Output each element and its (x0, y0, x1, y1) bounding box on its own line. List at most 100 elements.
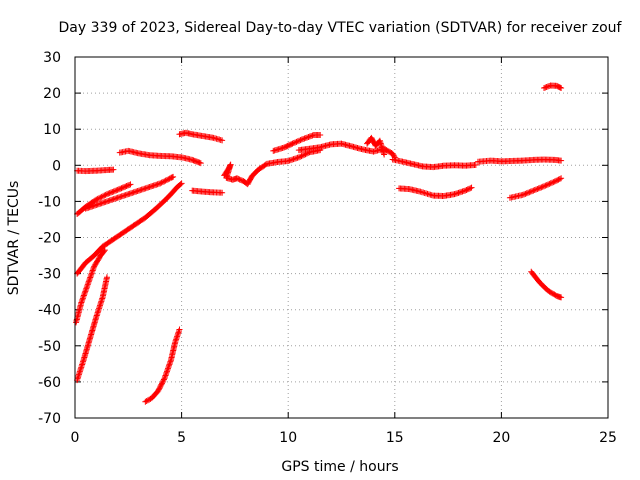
y-tick-label: 30 (43, 50, 61, 66)
data-point (109, 189, 116, 196)
data-marks (73, 82, 565, 405)
y-tick-label: -60 (38, 375, 61, 391)
data-point (97, 194, 104, 201)
series-arc-10 (142, 326, 183, 405)
data-point (558, 294, 565, 301)
data-point (93, 196, 100, 203)
data-point (296, 137, 303, 144)
y-tick-label: -20 (38, 231, 61, 247)
data-point (542, 84, 549, 91)
data-point (545, 181, 552, 188)
data-point (234, 175, 241, 182)
data-point (105, 190, 112, 197)
data-point (107, 189, 114, 196)
data-point (538, 184, 545, 191)
data-point (101, 247, 108, 254)
data-point (126, 181, 133, 188)
data-point (549, 179, 556, 186)
data-point (219, 137, 226, 144)
data-point (158, 380, 165, 387)
data-point (100, 248, 107, 255)
x-tick-label: 25 (599, 430, 617, 446)
series-arc-12 (270, 131, 324, 154)
data-point (543, 84, 550, 91)
data-point (170, 173, 177, 180)
series-arc-15 (389, 156, 479, 171)
data-point (158, 179, 165, 186)
data-point (542, 182, 549, 189)
data-point (519, 191, 526, 198)
data-point (464, 186, 471, 193)
data-point (101, 192, 108, 199)
data-point (317, 131, 324, 138)
data-point (176, 326, 183, 333)
data-point (531, 187, 538, 194)
data-point (463, 186, 470, 193)
series-arc-2 (74, 181, 134, 218)
data-point (178, 180, 185, 187)
grid-lines (75, 57, 608, 418)
data-point (117, 185, 124, 192)
data-point (541, 85, 548, 92)
data-point (529, 188, 536, 195)
data-point (554, 177, 561, 184)
data-point (297, 153, 304, 160)
data-point (472, 161, 479, 168)
series-arc-6 (189, 187, 226, 196)
series-arc-7 (74, 180, 185, 277)
data-point (262, 161, 269, 168)
data-point (98, 193, 105, 200)
y-tick-label: -40 (38, 303, 61, 319)
data-point (294, 138, 301, 145)
data-point (539, 183, 546, 190)
data-point (558, 85, 565, 92)
data-point (155, 386, 162, 393)
data-point (99, 193, 106, 200)
data-point (159, 178, 166, 185)
data-point (468, 184, 475, 191)
data-point (522, 190, 529, 197)
data-point (546, 180, 553, 187)
data-point (537, 184, 544, 191)
series-arc-5 (176, 129, 226, 144)
data-point (298, 136, 305, 143)
series-arc-16 (396, 184, 475, 199)
data-point (462, 187, 469, 194)
data-point (92, 197, 99, 204)
data-point (115, 186, 122, 193)
data-point (521, 191, 528, 198)
data-point (556, 175, 563, 182)
data-point (94, 195, 101, 202)
tick-marks (74, 56, 609, 419)
data-point (119, 184, 126, 191)
data-point (301, 151, 308, 158)
data-point (550, 179, 557, 186)
data-point (118, 185, 125, 192)
data-point (110, 166, 117, 173)
data-point (547, 180, 554, 187)
data-point (123, 183, 130, 190)
data-point (102, 191, 109, 198)
y-tick-label: -50 (38, 339, 61, 355)
data-point (558, 157, 565, 164)
data-point (162, 177, 169, 184)
data-point (143, 398, 150, 405)
data-point (527, 188, 534, 195)
data-point (290, 140, 297, 147)
data-point (110, 188, 117, 195)
series-arc-19 (528, 268, 565, 301)
data-point (103, 191, 110, 198)
data-point (122, 183, 129, 190)
y-axis-label: SDTVAR / TECUs (6, 181, 22, 296)
series-arc-20 (541, 82, 565, 92)
data-point (155, 387, 162, 394)
data-point (523, 190, 530, 197)
data-point (465, 185, 472, 192)
x-tick-label: 15 (386, 430, 404, 446)
series-arc-18 (506, 175, 565, 201)
data-point (165, 176, 172, 183)
series-arc-1 (74, 166, 117, 175)
y-tick-label: 10 (43, 122, 61, 138)
data-point (113, 187, 120, 194)
x-tick-labels: 0 5 10 15 20 25 (71, 430, 617, 446)
